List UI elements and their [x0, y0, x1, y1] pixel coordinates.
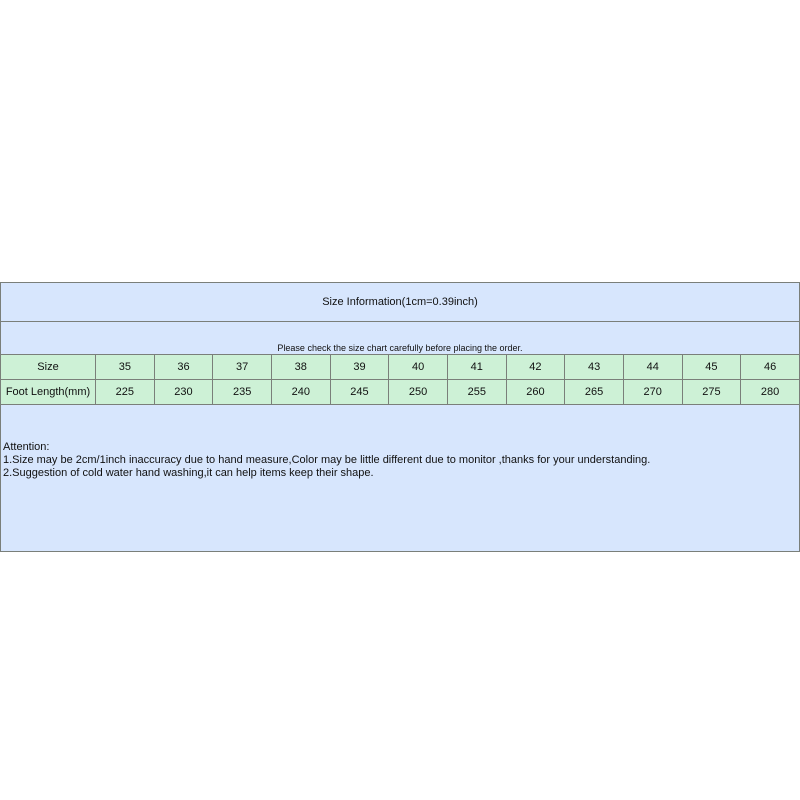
table-cell: 245: [329, 379, 390, 405]
size-chart-title: Size Information(1cm=0.39inch): [0, 282, 800, 322]
table-cell: 230: [153, 379, 214, 405]
table-cell: 45: [681, 354, 742, 380]
table-cell: 255: [446, 379, 507, 405]
size-row: Size 35 36 37 38 39 40 41 42 43 44 45 46: [0, 354, 800, 380]
table-cell: 280: [740, 379, 800, 405]
note-line: 1.Size may be 2cm/1inch inaccuracy due t…: [3, 454, 651, 466]
table-cell: 240: [270, 379, 331, 405]
table-cell: 44: [622, 354, 683, 380]
table-cell: 275: [681, 379, 742, 405]
table-cell: 235: [212, 379, 272, 405]
table-cell: 41: [446, 354, 507, 380]
table-cell: 36: [153, 354, 214, 380]
table-cell: 42: [505, 354, 566, 380]
table-cell: 39: [329, 354, 390, 380]
table-cell: 35: [95, 354, 155, 380]
table-cell: 270: [622, 379, 683, 405]
table-cell: 260: [505, 379, 566, 405]
attention-notes: Attention: 1.Size may be 2cm/1inch inacc…: [0, 404, 800, 552]
table-cell: 250: [388, 379, 448, 405]
table-cell: 43: [564, 354, 624, 380]
size-chart-table: Size Information(1cm=0.39inch) Please ch…: [0, 282, 800, 552]
table-cell: 40: [388, 354, 448, 380]
table-cell: 38: [270, 354, 331, 380]
size-chart-subtitle: Please check the size chart carefully be…: [0, 321, 800, 355]
note-line: 2.Suggestion of cold water hand washing,…: [3, 467, 374, 479]
row-label: Size: [0, 354, 96, 380]
notes-heading: Attention:: [3, 441, 50, 453]
table-cell: 46: [740, 354, 800, 380]
table-cell: 37: [212, 354, 272, 380]
row-label: Foot Length(mm): [0, 379, 96, 405]
foot-length-row: Foot Length(mm) 225 230 235 240 245 250 255 260 2…: [0, 379, 800, 405]
table-cell: 225: [95, 379, 155, 405]
table-cell: 265: [564, 379, 624, 405]
